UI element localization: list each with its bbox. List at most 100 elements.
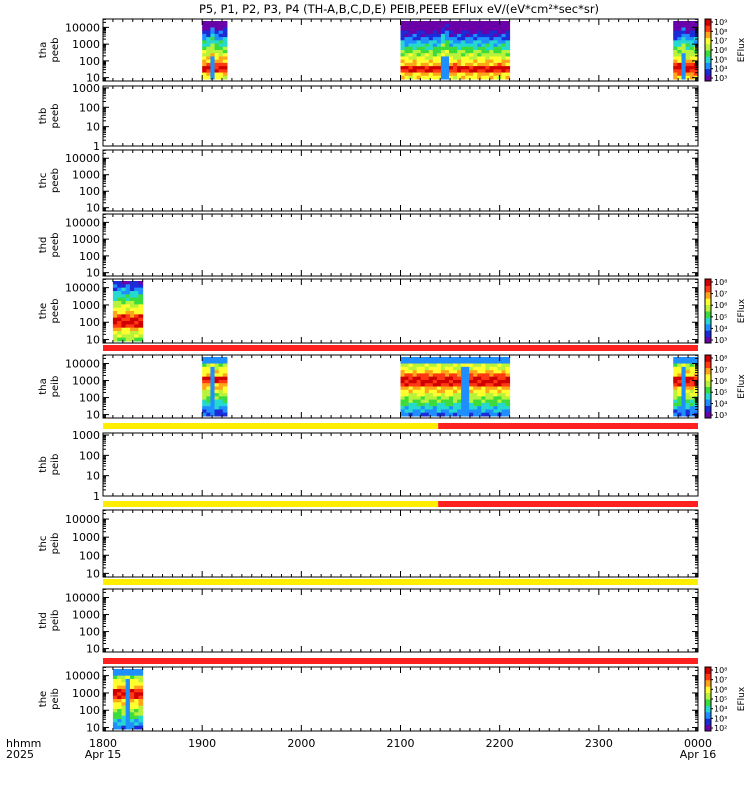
spectrogram-cell (134, 709, 139, 713)
spectrogram-cell (477, 412, 482, 417)
spectrogram-cell (432, 389, 438, 394)
spectrogram-cell (448, 21, 454, 25)
spectrogram-cell (112, 297, 118, 302)
spectrogram-cell (440, 27, 446, 32)
spectrogram-cell (400, 370, 406, 374)
spectrogram-cell (473, 370, 478, 374)
spectrogram-cell (117, 692, 122, 697)
spectrogram-cell (404, 69, 410, 74)
spectrogram-cell (222, 24, 228, 28)
spectrogram-cell (457, 75, 462, 80)
spectrogram-cell (436, 370, 442, 374)
spectrogram-cell (461, 383, 466, 387)
spectrogram-cell (125, 321, 131, 325)
spectrogram-cell (206, 383, 211, 387)
spectrogram-cell (477, 399, 482, 404)
spectrogram-cell (501, 66, 507, 70)
spectrogram-cell (497, 59, 503, 64)
spectrogram-cell (693, 21, 699, 25)
spectrogram-cell (400, 59, 406, 64)
spectrogram-cell (117, 281, 122, 285)
spectrogram-cell (505, 43, 511, 48)
spectrogram-cell (214, 370, 220, 374)
spectrogram-cell (420, 363, 426, 368)
spectrogram-cell (457, 360, 462, 365)
spectrogram-cell (129, 307, 135, 312)
colorbar-segment (705, 304, 711, 312)
colorbar-segment (705, 367, 711, 375)
spectrogram-cell (681, 396, 687, 401)
spectrogram-cell (412, 386, 418, 391)
y-tick-label: 10000 (65, 670, 100, 683)
spectrogram-cell (481, 383, 486, 387)
spectrogram-cell (202, 21, 207, 25)
spectrogram-cell (121, 291, 127, 295)
spectrogram-cell (218, 37, 224, 41)
spectrogram-cell (412, 56, 418, 61)
colorbar-segment (705, 56, 711, 63)
spectrogram-cell (206, 33, 211, 38)
y-tick-label: 10000 (65, 513, 100, 526)
y-tick-label: 1000 (72, 531, 100, 544)
spectrogram-cell (677, 69, 682, 74)
spectrogram-cell (222, 59, 228, 64)
spectrogram-cell (477, 59, 482, 64)
spectrogram-cell (125, 281, 131, 285)
spectrogram-cell (134, 337, 139, 342)
spectrogram-cell (448, 27, 454, 32)
spectrogram-cell (448, 37, 454, 41)
spectrogram-cell (497, 62, 503, 67)
spectrogram-cell (440, 37, 446, 41)
panel-label-product: peib (50, 454, 61, 476)
spectrogram-cell (493, 75, 498, 80)
spectrogram-cell (210, 402, 216, 407)
spectrogram-cell (210, 389, 216, 394)
spectrogram-cell (112, 337, 118, 342)
colorbar-segment (705, 692, 711, 700)
y-tick-label: 1000 (72, 429, 100, 442)
spectrogram-cell (469, 40, 474, 45)
spectrogram-cell (404, 53, 410, 57)
spectrogram-cell (461, 373, 466, 378)
spectrogram-cell (465, 376, 470, 381)
spectrogram-cell (416, 393, 422, 397)
spectrogram-cell (477, 393, 482, 397)
spectrogram-cell (416, 37, 422, 41)
spectrogram-cell (685, 27, 691, 32)
spectrogram-cell (222, 379, 228, 384)
spectrogram-cell (420, 56, 426, 61)
spectrogram-cell (206, 40, 211, 45)
spectrogram-cell (408, 396, 414, 401)
spectrogram-cell (420, 383, 426, 387)
colorbar-segment (705, 25, 711, 32)
spectrogram-cell (505, 30, 511, 35)
spectrogram-cell (444, 33, 450, 38)
spectrogram-cell (489, 376, 494, 381)
spectrogram-cell (461, 50, 466, 54)
spectrogram-cell (206, 393, 211, 397)
spectrogram-cell (689, 396, 695, 401)
spectrogram-cell (685, 46, 691, 51)
spectrogram-cell (206, 75, 211, 80)
spectrogram-cell (412, 399, 418, 404)
spectrogram-cell (428, 409, 434, 414)
spectrogram-cell (481, 357, 486, 361)
spectrogram-cell (214, 406, 220, 410)
spectrogram-cell (461, 69, 466, 74)
spectrogram-cell (112, 722, 118, 727)
spectrogram-cell (428, 56, 434, 61)
spectrogram-cell (465, 62, 470, 67)
spectrogram-cell (673, 406, 678, 410)
spectrogram-cell (505, 69, 511, 74)
spectrogram-cell (481, 46, 486, 51)
spectrogram-cell (222, 360, 228, 365)
spectrogram-cell (485, 50, 490, 54)
spectrogram-cell (416, 406, 422, 410)
spectrogram-cell (218, 363, 224, 368)
spectrogram-cell (134, 682, 139, 687)
spectrogram-cell (677, 53, 682, 57)
spectrogram-cell (461, 412, 466, 417)
spectrogram-cell (218, 360, 224, 365)
spectrogram-cell (408, 412, 414, 417)
spectrogram-cell (473, 72, 478, 77)
